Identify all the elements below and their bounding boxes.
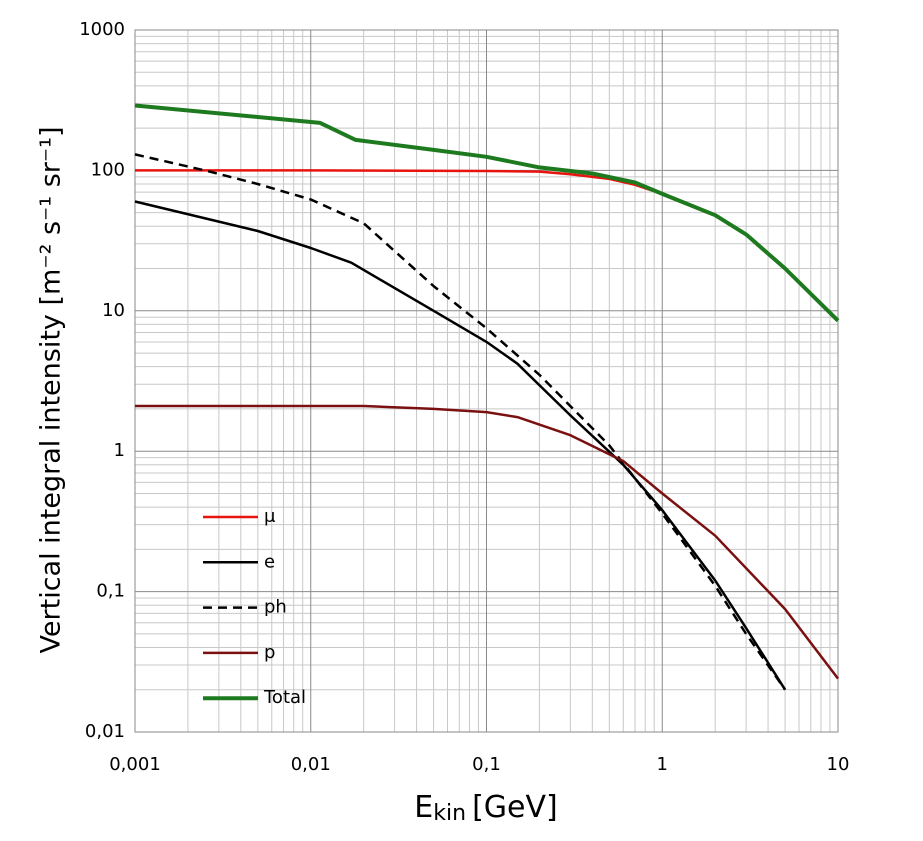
y-tick-label: 100 [91, 159, 125, 180]
x-tick-label: 10 [827, 754, 850, 775]
legend-label: ph [264, 597, 287, 618]
plot-frame [134, 29, 839, 733]
x-axis-label-main: E [414, 790, 433, 825]
series-line [135, 404, 839, 680]
x-axis-label-unit: [GeV] [472, 790, 558, 825]
x-tick-label: 0,01 [291, 754, 331, 775]
y-tick-label: 0,1 [96, 581, 125, 602]
series-line [134, 103, 840, 323]
legend-label: Total [263, 687, 306, 708]
y-axis-label: Vertical integral intensity [m⁻² s⁻¹ sr⁻… [36, 127, 67, 654]
legend-label: e [264, 551, 275, 572]
x-tick-label: 1 [657, 754, 668, 775]
x-tick-label: 0,001 [109, 754, 161, 775]
series-line [134, 200, 787, 691]
y-tick-label: 1000 [79, 19, 125, 40]
x-axis-label-sub: kin [433, 801, 466, 826]
series-line [134, 153, 787, 691]
x-tick-label: 0,1 [472, 754, 501, 775]
legend-label: p [264, 642, 275, 663]
x-axis-label: Ekin [GeV] [414, 790, 557, 827]
legend-label: μ [264, 506, 276, 527]
y-tick-label: 0,01 [85, 721, 125, 742]
y-tick-label: 1 [114, 440, 125, 461]
y-tick-label: 10 [102, 300, 125, 321]
